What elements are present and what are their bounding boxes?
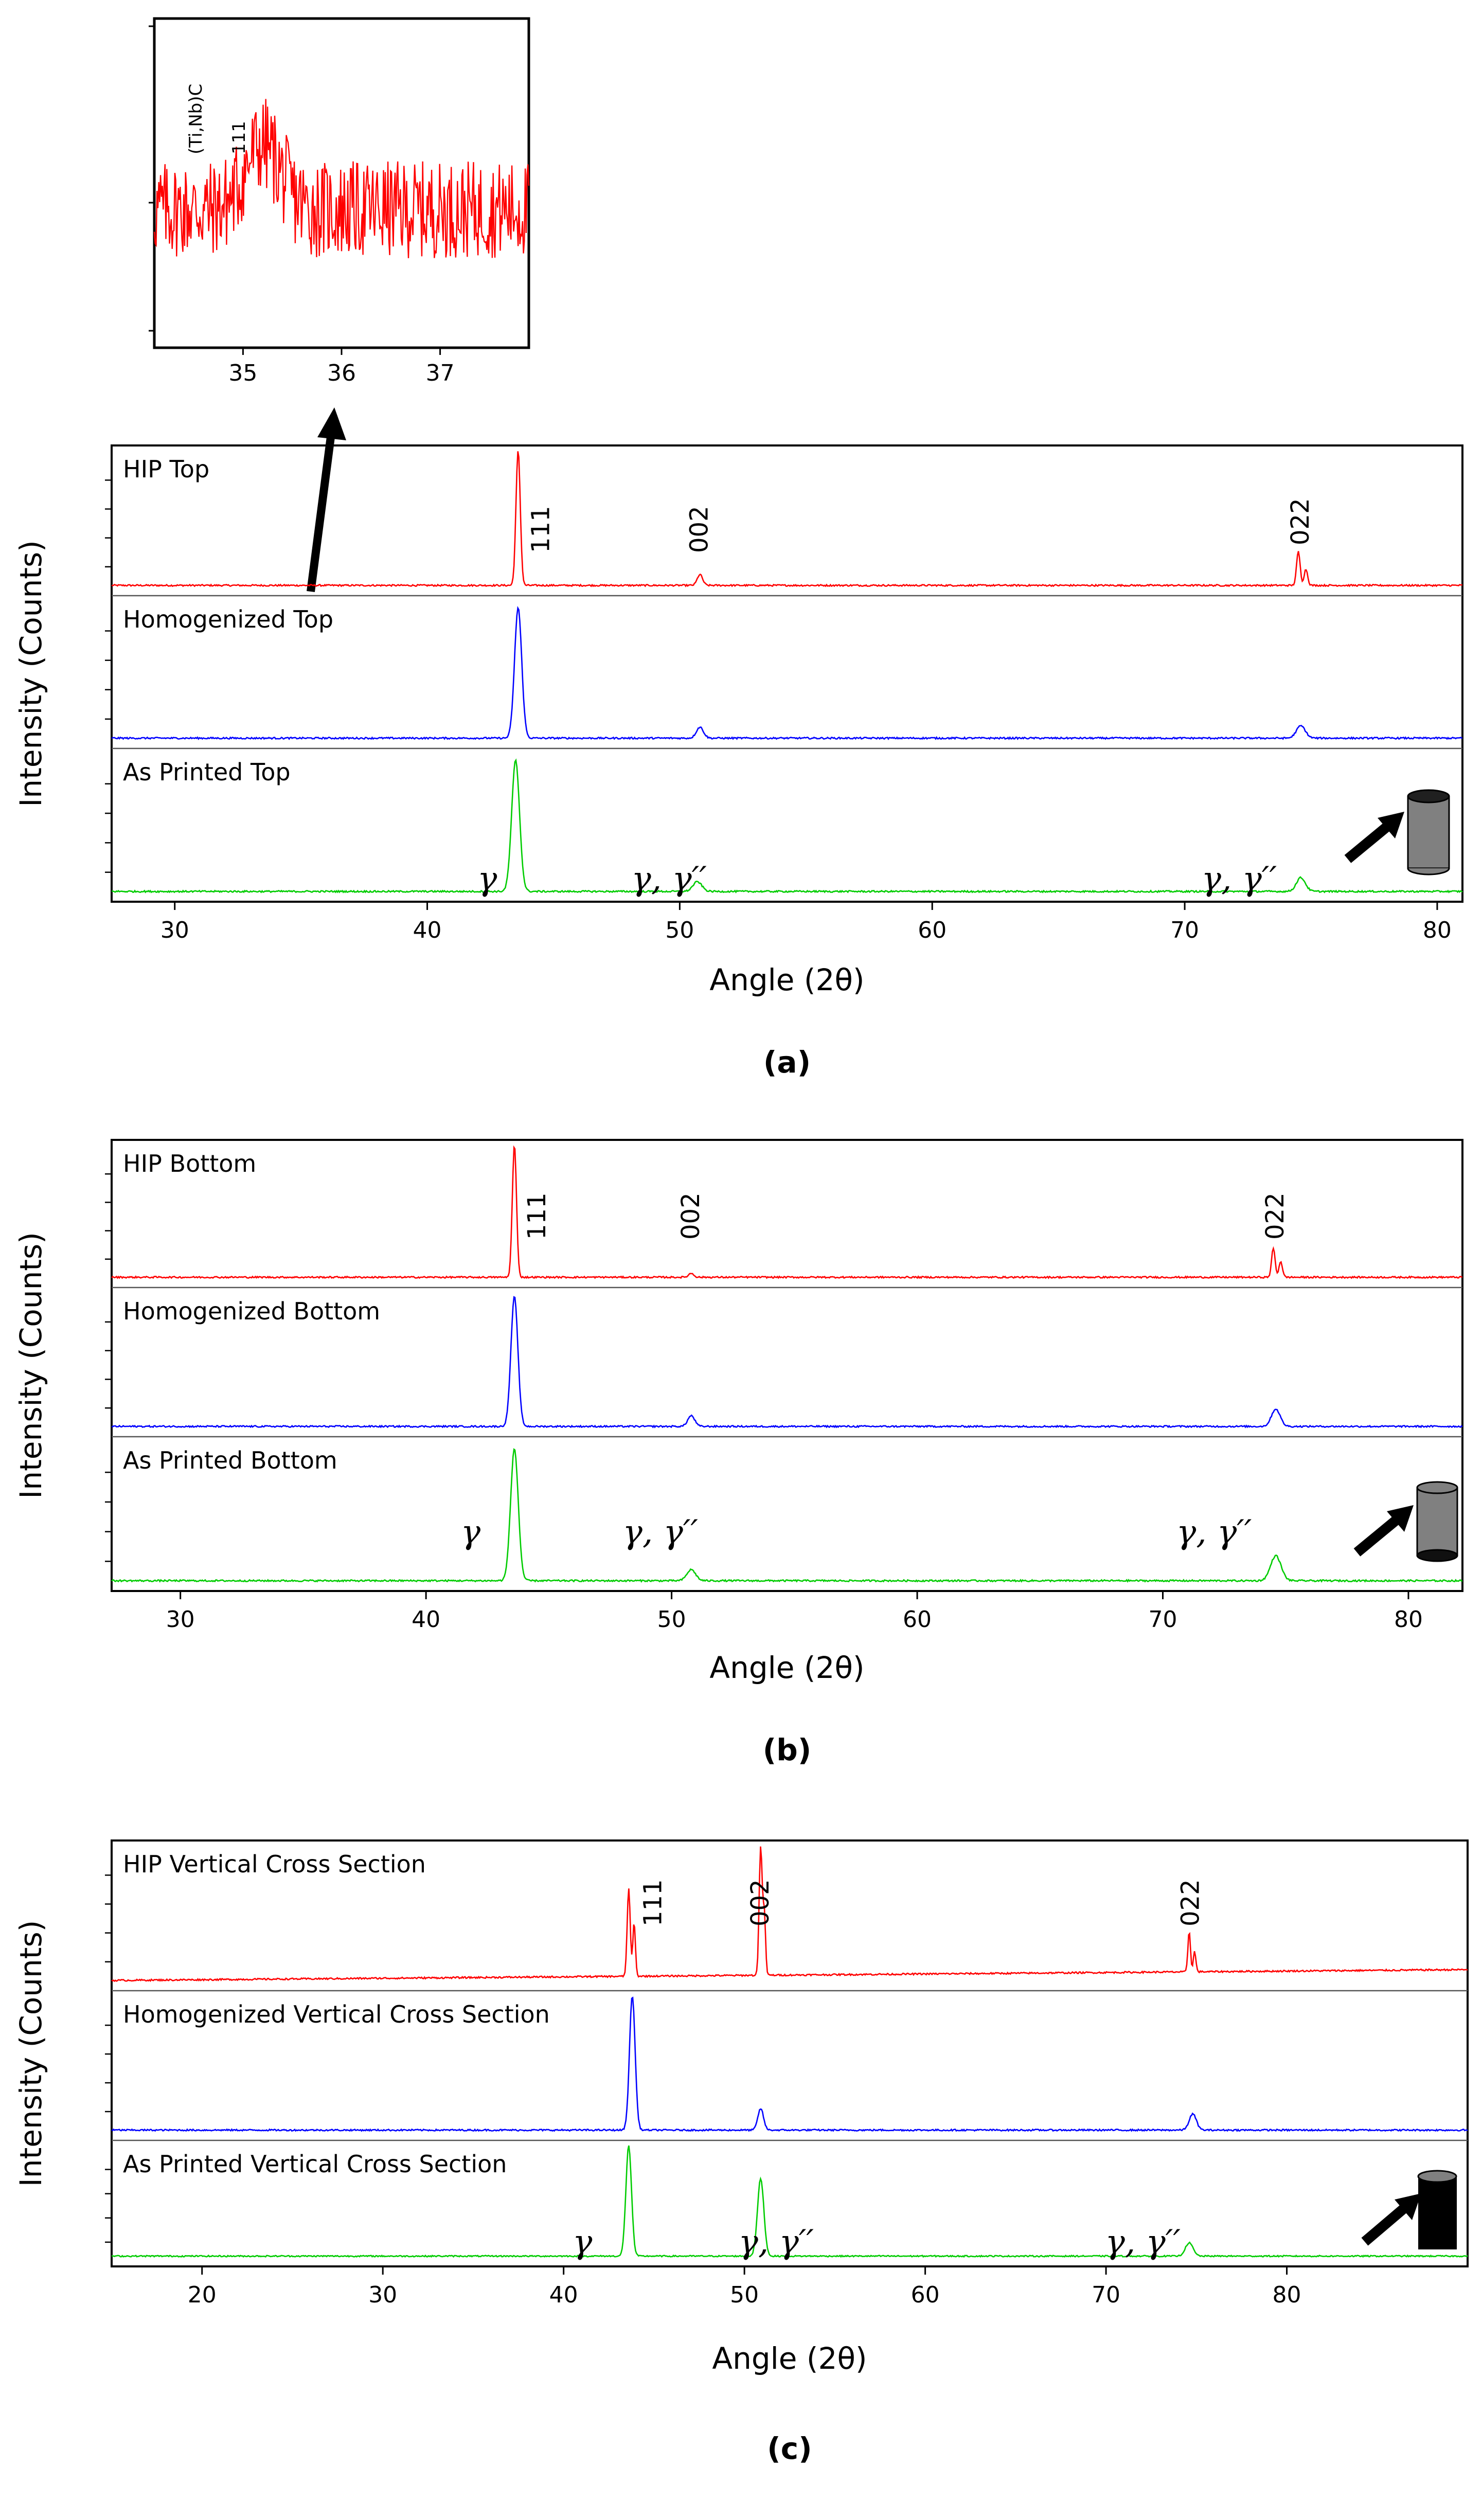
phase-label: γ, γ′′ <box>632 860 707 898</box>
plot-frame <box>111 444 1463 903</box>
inset-x-tick-label: 37 <box>426 360 455 386</box>
x-tick-label: 80 <box>1273 2282 1301 2308</box>
series-line <box>111 1996 1468 2132</box>
x-tick-label: 50 <box>730 2282 759 2308</box>
peak-label: 022 <box>1261 1192 1290 1240</box>
x-tick-label: 80 <box>1394 1606 1423 1633</box>
peak-label: 002 <box>685 506 714 553</box>
panel-c: 20 30 40 50 60 70 80 Angle (2θ) Intensity (Count… <box>13 1839 1469 2466</box>
inset-x-tick-label: 36 <box>327 360 356 386</box>
series-label: HIP Vertical Cross Section <box>123 1850 426 1878</box>
inset-phase-label: (Ti,Nb)C <box>186 84 206 154</box>
inset-series-line <box>153 99 530 258</box>
series-label: HIP Top <box>123 455 209 483</box>
peak-label: 022 <box>1286 498 1315 545</box>
peak-label: 111 <box>526 506 555 553</box>
y-axis-title: Intensity (Counts) <box>13 540 48 807</box>
plot-frame <box>111 1839 1469 2267</box>
x-tick-label: 40 <box>413 917 442 943</box>
series-label: Homogenized Vertical Cross Section <box>123 2000 550 2028</box>
series-label: HIP Bottom <box>123 1150 256 1177</box>
series-line <box>111 451 1463 587</box>
y-axis-title: Intensity (Counts) <box>13 1232 48 1499</box>
panel-a: 30 40 50 60 70 80 Angle (2θ) Intensity (Counts)… <box>13 444 1463 1080</box>
phase-label: γ <box>573 2223 593 2261</box>
x-tick-label: 30 <box>166 1606 195 1633</box>
series-label: Homogenized Top <box>123 605 333 633</box>
x-tick-label: 30 <box>160 917 189 943</box>
panel-b: 30 40 50 60 70 80 Angle (2θ) Intensity (Counts)… <box>13 1139 1463 1767</box>
panel-label: (b) <box>763 1732 812 1767</box>
phase-label: γ, γ′′ <box>739 2223 814 2261</box>
inset-peak-label: 111 <box>229 121 249 154</box>
phase-label: γ <box>461 1513 481 1551</box>
phase-label: γ, γ′′ <box>1202 860 1277 898</box>
phase-label: γ, γ′′ <box>1105 2223 1181 2261</box>
x-tick-label: 70 <box>1149 1606 1177 1633</box>
peak-label: 002 <box>676 1192 705 1240</box>
y-axis-title: Intensity (Counts) <box>13 1920 48 2187</box>
peak-label: 022 <box>1176 1879 1205 1926</box>
x-tick-label: 40 <box>549 2282 578 2308</box>
x-tick-label: 40 <box>412 1606 440 1633</box>
x-axis-title: Angle (2θ) <box>709 1650 864 1685</box>
zoom-arrow <box>307 407 346 593</box>
x-axis-title: Angle (2θ) <box>712 2341 867 2376</box>
phase-label: γ, γ′′ <box>623 1513 699 1551</box>
series-line <box>111 1145 1463 1279</box>
series-line <box>111 2145 1468 2258</box>
x-tick-label: 20 <box>188 2282 217 2308</box>
series-line <box>111 758 1463 893</box>
series-label: As Printed Vertical Cross Section <box>123 2150 507 2178</box>
x-tick-label: 60 <box>903 1606 932 1633</box>
x-tick-label: 80 <box>1423 917 1452 943</box>
series-line <box>111 1846 1468 1982</box>
sample-icon-bottom <box>1353 1481 1458 1562</box>
sample-icon-top <box>1344 789 1450 875</box>
series-line <box>111 606 1463 740</box>
plot-frame <box>111 1139 1463 1592</box>
series-line <box>111 1448 1463 1583</box>
x-tick-label: 60 <box>918 917 947 943</box>
x-tick-label: 70 <box>1092 2282 1120 2308</box>
phase-label: γ, γ′′ <box>1176 1513 1252 1551</box>
peak-label: 111 <box>639 1879 668 1926</box>
inset-x-tick-label: 35 <box>228 360 257 386</box>
panel-label: (a) <box>763 1045 811 1080</box>
series-line <box>111 1296 1463 1428</box>
series-label: Homogenized Bottom <box>123 1297 380 1325</box>
series-label: As Printed Bottom <box>123 1446 337 1474</box>
phase-label: γ <box>477 860 497 898</box>
peak-label: 002 <box>746 1879 775 1926</box>
x-tick-label: 30 <box>368 2282 397 2308</box>
panel-label: (c) <box>767 2431 812 2466</box>
series-label: As Printed Top <box>123 758 291 786</box>
peak-label: 111 <box>523 1192 551 1240</box>
inset-plot: 35 36 37 (Ti,Nb)C 111 <box>149 17 530 386</box>
x-tick-label: 50 <box>665 917 694 943</box>
x-tick-label: 50 <box>657 1606 686 1633</box>
x-axis-title: Angle (2θ) <box>709 962 864 997</box>
x-tick-label: 70 <box>1170 917 1199 943</box>
x-tick-label: 60 <box>911 2282 940 2308</box>
sample-icon-cross-section <box>1361 2170 1457 2249</box>
